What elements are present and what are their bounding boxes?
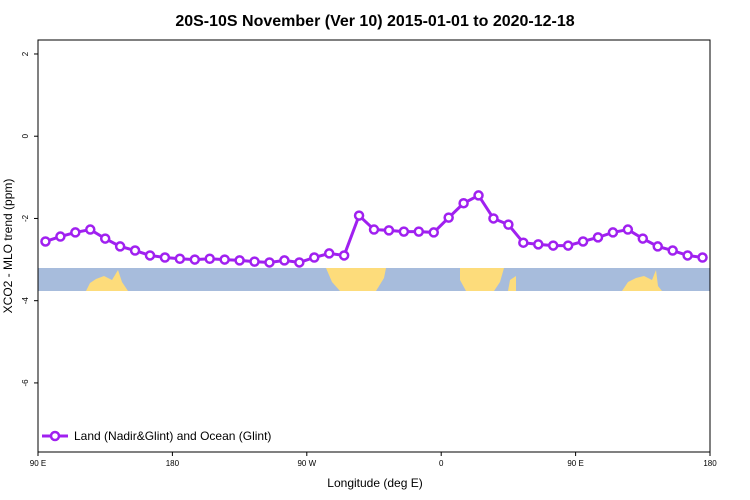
y-axis-label: XCO2 - MLO trend (ppm) [1, 179, 15, 314]
legend-label: Land (Nadir&Glint) and Ocean (Glint) [74, 429, 271, 443]
point [174, 253, 186, 264]
point [697, 252, 708, 263]
point [533, 239, 544, 250]
x-tick-label: 90 E [30, 459, 46, 468]
point [40, 236, 51, 247]
y-tick-label: 0 [21, 133, 30, 138]
y-tick-label: -4 [21, 297, 30, 305]
x-axis-label: Longitude (deg E) [327, 476, 422, 490]
x-tick-label: 180 [166, 459, 180, 468]
point [428, 227, 439, 238]
point [159, 252, 171, 263]
point [562, 240, 574, 251]
y-tick-label: -6 [21, 379, 30, 387]
x-tick-label: 0 [439, 459, 444, 468]
map-strip [38, 268, 710, 291]
point [204, 253, 215, 264]
y-tick-label: 2 [21, 51, 30, 56]
point [264, 257, 275, 268]
point [55, 231, 66, 242]
point [249, 256, 260, 267]
y-tick-label: -2 [21, 214, 30, 222]
point [85, 224, 96, 235]
point [637, 233, 649, 244]
x-tick-label: 90 E [567, 459, 583, 468]
point [129, 245, 141, 256]
legend-marker [49, 430, 61, 442]
point [458, 197, 469, 209]
point [234, 255, 245, 266]
point [503, 219, 514, 230]
point [368, 224, 380, 235]
point [383, 225, 395, 236]
point [652, 241, 663, 252]
point [413, 226, 425, 237]
point [338, 250, 350, 261]
point [294, 257, 305, 268]
point [398, 226, 410, 237]
point [592, 232, 604, 243]
point [518, 237, 529, 248]
point [353, 210, 365, 221]
point [547, 240, 559, 251]
point [473, 190, 484, 201]
point [309, 252, 320, 263]
point [443, 212, 454, 223]
point [279, 255, 290, 266]
point [607, 227, 619, 238]
point [189, 254, 201, 265]
point [682, 250, 693, 261]
plot-frame [37, 39, 711, 453]
point [488, 213, 499, 224]
point [144, 250, 156, 261]
x-tick-label: 180 [703, 459, 717, 468]
point [667, 245, 678, 256]
point [577, 236, 589, 247]
point [99, 233, 111, 244]
point [622, 224, 634, 235]
point [70, 227, 81, 238]
point [114, 241, 126, 252]
point [219, 254, 230, 265]
point [323, 248, 335, 259]
x-tick-label: 90 W [297, 459, 316, 468]
chart-title: 20S-10S November (Ver 10) 2015-01-01 to … [175, 13, 574, 30]
